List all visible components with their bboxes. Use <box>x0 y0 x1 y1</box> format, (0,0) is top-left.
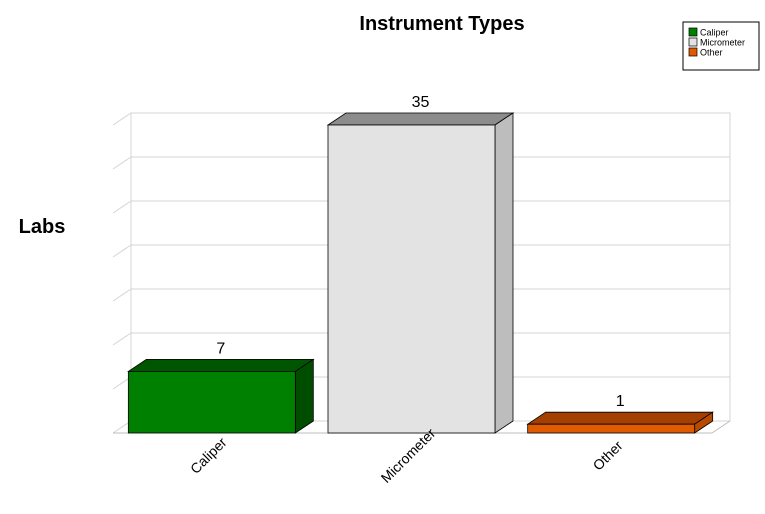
data-label-micrometer: 35 <box>412 94 430 111</box>
floor-right-edge <box>711 420 731 434</box>
legend-item-caliper: Caliper <box>688 27 729 38</box>
bar-top <box>526 411 714 425</box>
legend-swatch <box>688 27 698 37</box>
bar-other <box>526 411 714 434</box>
bar-front <box>127 370 296 434</box>
bar-micrometer <box>326 112 515 434</box>
legend-label: Other <box>700 48 723 58</box>
bar-side <box>494 112 514 434</box>
legend-item-other: Other <box>688 47 723 58</box>
bar-top <box>127 358 315 372</box>
legend-swatch <box>688 47 698 57</box>
gridline-side <box>112 288 132 302</box>
legend-label: Caliper <box>700 28 729 38</box>
gridline-side <box>112 332 132 346</box>
legend-swatch <box>688 37 698 47</box>
bar-series <box>127 112 714 434</box>
data-label-caliper: 7 <box>216 340 225 357</box>
data-labels: 7 35 1 <box>216 94 624 410</box>
gridline-side <box>112 112 132 126</box>
bar-top <box>326 112 515 126</box>
bar-caliper <box>127 358 315 434</box>
x-tick-label-other: Other <box>590 437 626 473</box>
y-axis-label: Labs <box>19 216 66 238</box>
gridline-side <box>112 244 132 258</box>
data-label-other: 1 <box>616 393 625 410</box>
bar-side <box>294 358 314 434</box>
x-tick-label-caliper: Caliper <box>187 434 230 477</box>
legend-item-micrometer: Micrometer <box>688 37 745 48</box>
bar-front <box>327 124 496 434</box>
chart-title: Instrument Types <box>359 13 524 35</box>
gridline-side <box>112 156 132 170</box>
bar-front <box>527 423 696 434</box>
x-tick-label-micrometer: Micrometer <box>378 425 439 486</box>
gridline-side <box>112 200 132 214</box>
legend-label: Micrometer <box>700 38 745 48</box>
x-axis-tick-labels: Caliper Micrometer Other <box>187 425 626 486</box>
